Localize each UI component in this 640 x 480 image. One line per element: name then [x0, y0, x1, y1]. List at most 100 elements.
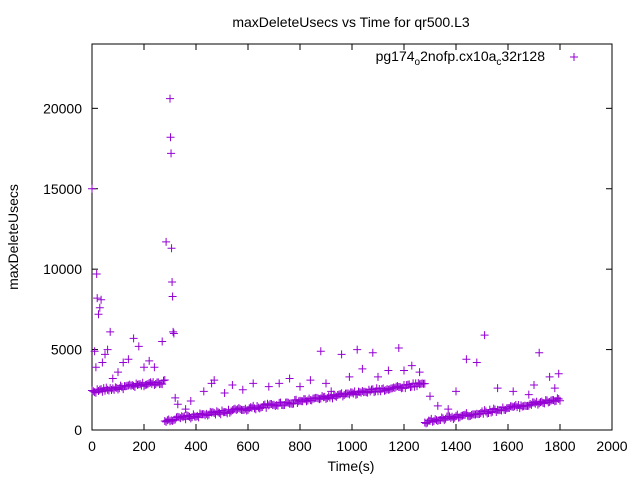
data-point: [554, 394, 563, 403]
data-point: [472, 358, 481, 367]
legend-label-tail: 32r128: [501, 48, 545, 64]
data-point: [167, 149, 176, 158]
data-point: [394, 343, 403, 352]
x-axis-label: Time(s): [328, 458, 375, 474]
x-tick-label: 600: [236, 438, 260, 454]
data-point: [426, 392, 434, 401]
data-point: [166, 94, 174, 103]
data-point: [108, 374, 117, 383]
data-point: [400, 366, 408, 375]
data-point: [93, 294, 102, 303]
x-tick-label: 200: [132, 438, 156, 454]
data-point: [220, 389, 229, 398]
data-point: [91, 363, 100, 372]
x-tick-label: 400: [184, 438, 208, 454]
x-tick-label: 1600: [492, 438, 523, 454]
data-point: [550, 384, 559, 393]
x-tick-label: 1400: [440, 438, 471, 454]
data-point: [264, 382, 273, 391]
data-point: [433, 401, 442, 410]
data-point: [106, 327, 115, 336]
legend: pg174o2nofp.cx10ac32r128: [376, 48, 578, 68]
data-point: [171, 393, 180, 402]
data-point: [169, 327, 178, 336]
data-point: [166, 133, 175, 142]
data-point: [296, 382, 304, 391]
data-point: [168, 292, 177, 301]
data-point: [530, 380, 538, 389]
data-point: [368, 348, 377, 357]
data-point: [275, 379, 284, 388]
data-point: [480, 331, 489, 340]
y-tick-label: 5000: [51, 342, 82, 358]
data-point: [94, 310, 103, 319]
data-point: [101, 350, 109, 359]
data-point: [556, 396, 564, 405]
data-point: [554, 369, 563, 378]
data-point: [98, 358, 107, 367]
data-point: [358, 364, 367, 373]
data-point: [95, 303, 104, 312]
data-point: [181, 405, 190, 414]
data-point: [167, 244, 176, 253]
x-tick-label: 1000: [336, 438, 367, 454]
legend-label-mid: 2nofp.cx10a: [420, 48, 496, 64]
data-point: [407, 361, 416, 370]
data-point: [420, 379, 429, 388]
x-tick-label: 1200: [388, 438, 419, 454]
y-tick-label: 15000: [43, 181, 82, 197]
data-point: [103, 345, 112, 354]
data-point: [327, 387, 336, 396]
data-point: [97, 295, 106, 304]
data-point: [415, 368, 424, 377]
data-point: [173, 400, 182, 409]
data-point: [129, 334, 138, 343]
data-point: [124, 355, 133, 364]
data-point: [92, 269, 101, 278]
data-point: [88, 184, 96, 193]
data-point: [159, 376, 168, 385]
data-point: [199, 387, 208, 396]
data-point: [316, 347, 325, 356]
data-point: [493, 384, 502, 393]
legend-label-base: pg174: [376, 48, 415, 64]
data-point: [186, 397, 195, 406]
data-point: [119, 358, 128, 367]
y-tick-label: 10000: [43, 261, 82, 277]
data-point: [374, 372, 382, 381]
data-point: [162, 237, 171, 246]
data-point: [322, 379, 330, 388]
data-point: [150, 363, 159, 372]
legend-label: pg174o2nofp.cx10ac32r128: [376, 48, 546, 68]
x-tick-label: 0: [88, 438, 96, 454]
data-point: [238, 385, 247, 394]
data-point: [134, 342, 143, 351]
data-point: [249, 379, 258, 388]
y-axis-label: maxDeleteUsecs: [5, 184, 21, 290]
x-tick-label: 2000: [596, 438, 627, 454]
y-axis: 0 5000 10000 15000 20000: [43, 100, 612, 438]
chart-title: maxDeleteUsecs vs Time for qr500.L3: [232, 14, 470, 30]
data-point: [345, 372, 354, 381]
data-point: [210, 376, 219, 385]
data-point: [353, 345, 362, 354]
data-point: [158, 380, 167, 389]
legend-label-sub2: c: [496, 57, 501, 68]
data-point: [285, 374, 294, 383]
data-point: [158, 337, 167, 346]
x-axis: 0 200 400 600 800 1000 1200 1400 1600 1800 2000: [88, 44, 628, 454]
data-point: [524, 390, 533, 399]
legend-marker: [570, 53, 578, 61]
data-point: [509, 387, 518, 396]
data-point: [160, 375, 169, 384]
legend-marker-plus: [570, 53, 578, 61]
data-point: [169, 329, 178, 338]
data-point: [186, 414, 195, 423]
x-tick-label: 800: [288, 438, 312, 454]
data-point: [306, 376, 315, 385]
data-point: [114, 368, 122, 377]
data-points: [88, 94, 564, 428]
x-tick-label: 1800: [544, 438, 575, 454]
y-tick-label: 0: [74, 422, 82, 438]
